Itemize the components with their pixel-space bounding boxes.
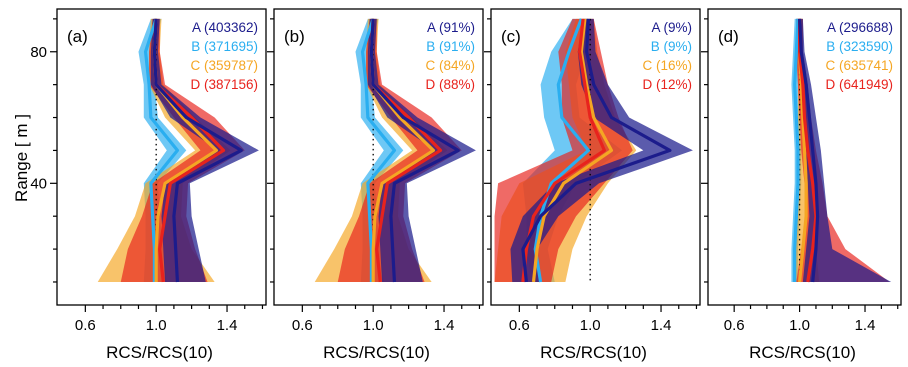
panel-label: (b) [284, 27, 305, 46]
band-A [510, 18, 693, 282]
plot-frame [707, 8, 902, 306]
x-tick-label: 1.0 [789, 317, 810, 334]
plot-frame [490, 8, 701, 306]
series-line-B [143, 18, 180, 282]
series-line-B [360, 18, 397, 282]
legend-entry-B: B (91%) [426, 39, 475, 54]
panel-label: (d) [718, 27, 739, 46]
plot-area [791, 18, 892, 283]
legend-entry-D: D (88%) [425, 77, 475, 92]
series-line-A [521, 18, 672, 283]
plot-area [314, 18, 476, 283]
legend-entry-D: D (641949) [825, 77, 893, 92]
band-A [367, 18, 476, 282]
x-tick-label: 1.0 [580, 317, 601, 334]
x-axis-title: RCS/RCS(10) [749, 343, 856, 362]
plot-frame [273, 8, 484, 306]
legend-entry-C: C (84%) [425, 58, 475, 73]
panel-label: (a) [67, 27, 88, 46]
x-tick-label: 1.4 [217, 317, 238, 334]
band-A [796, 18, 892, 282]
x-tick-label: 1.0 [146, 317, 167, 334]
legend-entry-A: A (9%) [651, 20, 692, 35]
plot-frame [56, 8, 267, 306]
legend-entry-A: A (403362) [192, 20, 258, 35]
panel-a: 0.6 1.0 1.4 40 80 (a) A (403362) B (371695) C (3… [30, 8, 267, 362]
series-line-A [369, 18, 460, 283]
series-line-D [797, 18, 818, 283]
legend-entry-B: B (9%) [651, 39, 692, 54]
y-tick-label: 40 [30, 175, 47, 192]
legend-entry-C: C (16%) [642, 58, 692, 73]
y-axis-title: Range [ m ] [12, 114, 31, 202]
legend-entry-B: B (371695) [191, 39, 258, 54]
x-axis-title: RCS/RCS(10) [106, 343, 213, 362]
x-tick-label: 0.6 [292, 317, 313, 334]
series-line-B [793, 18, 800, 282]
panel-c: 0.6 1.0 1.4 (c) A (9%) B (9%) C (16%) D (12%) RC… [484, 8, 701, 362]
x-axis-title: RCS/RCS(10) [323, 343, 430, 362]
x-tick-label: 0.6 [75, 317, 96, 334]
x-tick-label: 0.6 [724, 317, 745, 334]
band-A [150, 18, 259, 282]
legend-entry-A: A (91%) [427, 20, 475, 35]
legend-entry-C: C (635741) [825, 58, 893, 73]
x-tick-label: 1.0 [363, 317, 384, 334]
x-tick-label: 1.4 [855, 317, 876, 334]
x-tick-label: 0.6 [509, 317, 530, 334]
legend-entry-B: B (323590) [826, 39, 893, 54]
plot-area [494, 18, 693, 283]
legend-entry-A: A (296688) [827, 20, 893, 35]
panel-d: 0.6 1.0 1.4 (d) A (296688) B (323590) C (63574… [701, 8, 902, 362]
series-line-C [531, 18, 614, 283]
legend-entry-D: D (387156) [190, 77, 258, 92]
series-line-A [152, 18, 243, 283]
series-line-A [797, 18, 820, 283]
y-tick-label: 80 [30, 44, 47, 61]
plot-area [97, 18, 259, 283]
panel-b: 0.6 1.0 1.4 (b) A (91%) B (91%) C (84%) D (88%)… [267, 8, 484, 362]
series-line-B [533, 18, 591, 283]
legend-entry-D: D (12%) [642, 77, 692, 92]
legend-entry-C: C (359787) [190, 58, 258, 73]
panel-label: (c) [501, 27, 521, 46]
x-axis-title: RCS/RCS(10) [540, 343, 647, 362]
x-tick-label: 1.4 [434, 317, 455, 334]
x-tick-label: 1.4 [651, 317, 672, 334]
